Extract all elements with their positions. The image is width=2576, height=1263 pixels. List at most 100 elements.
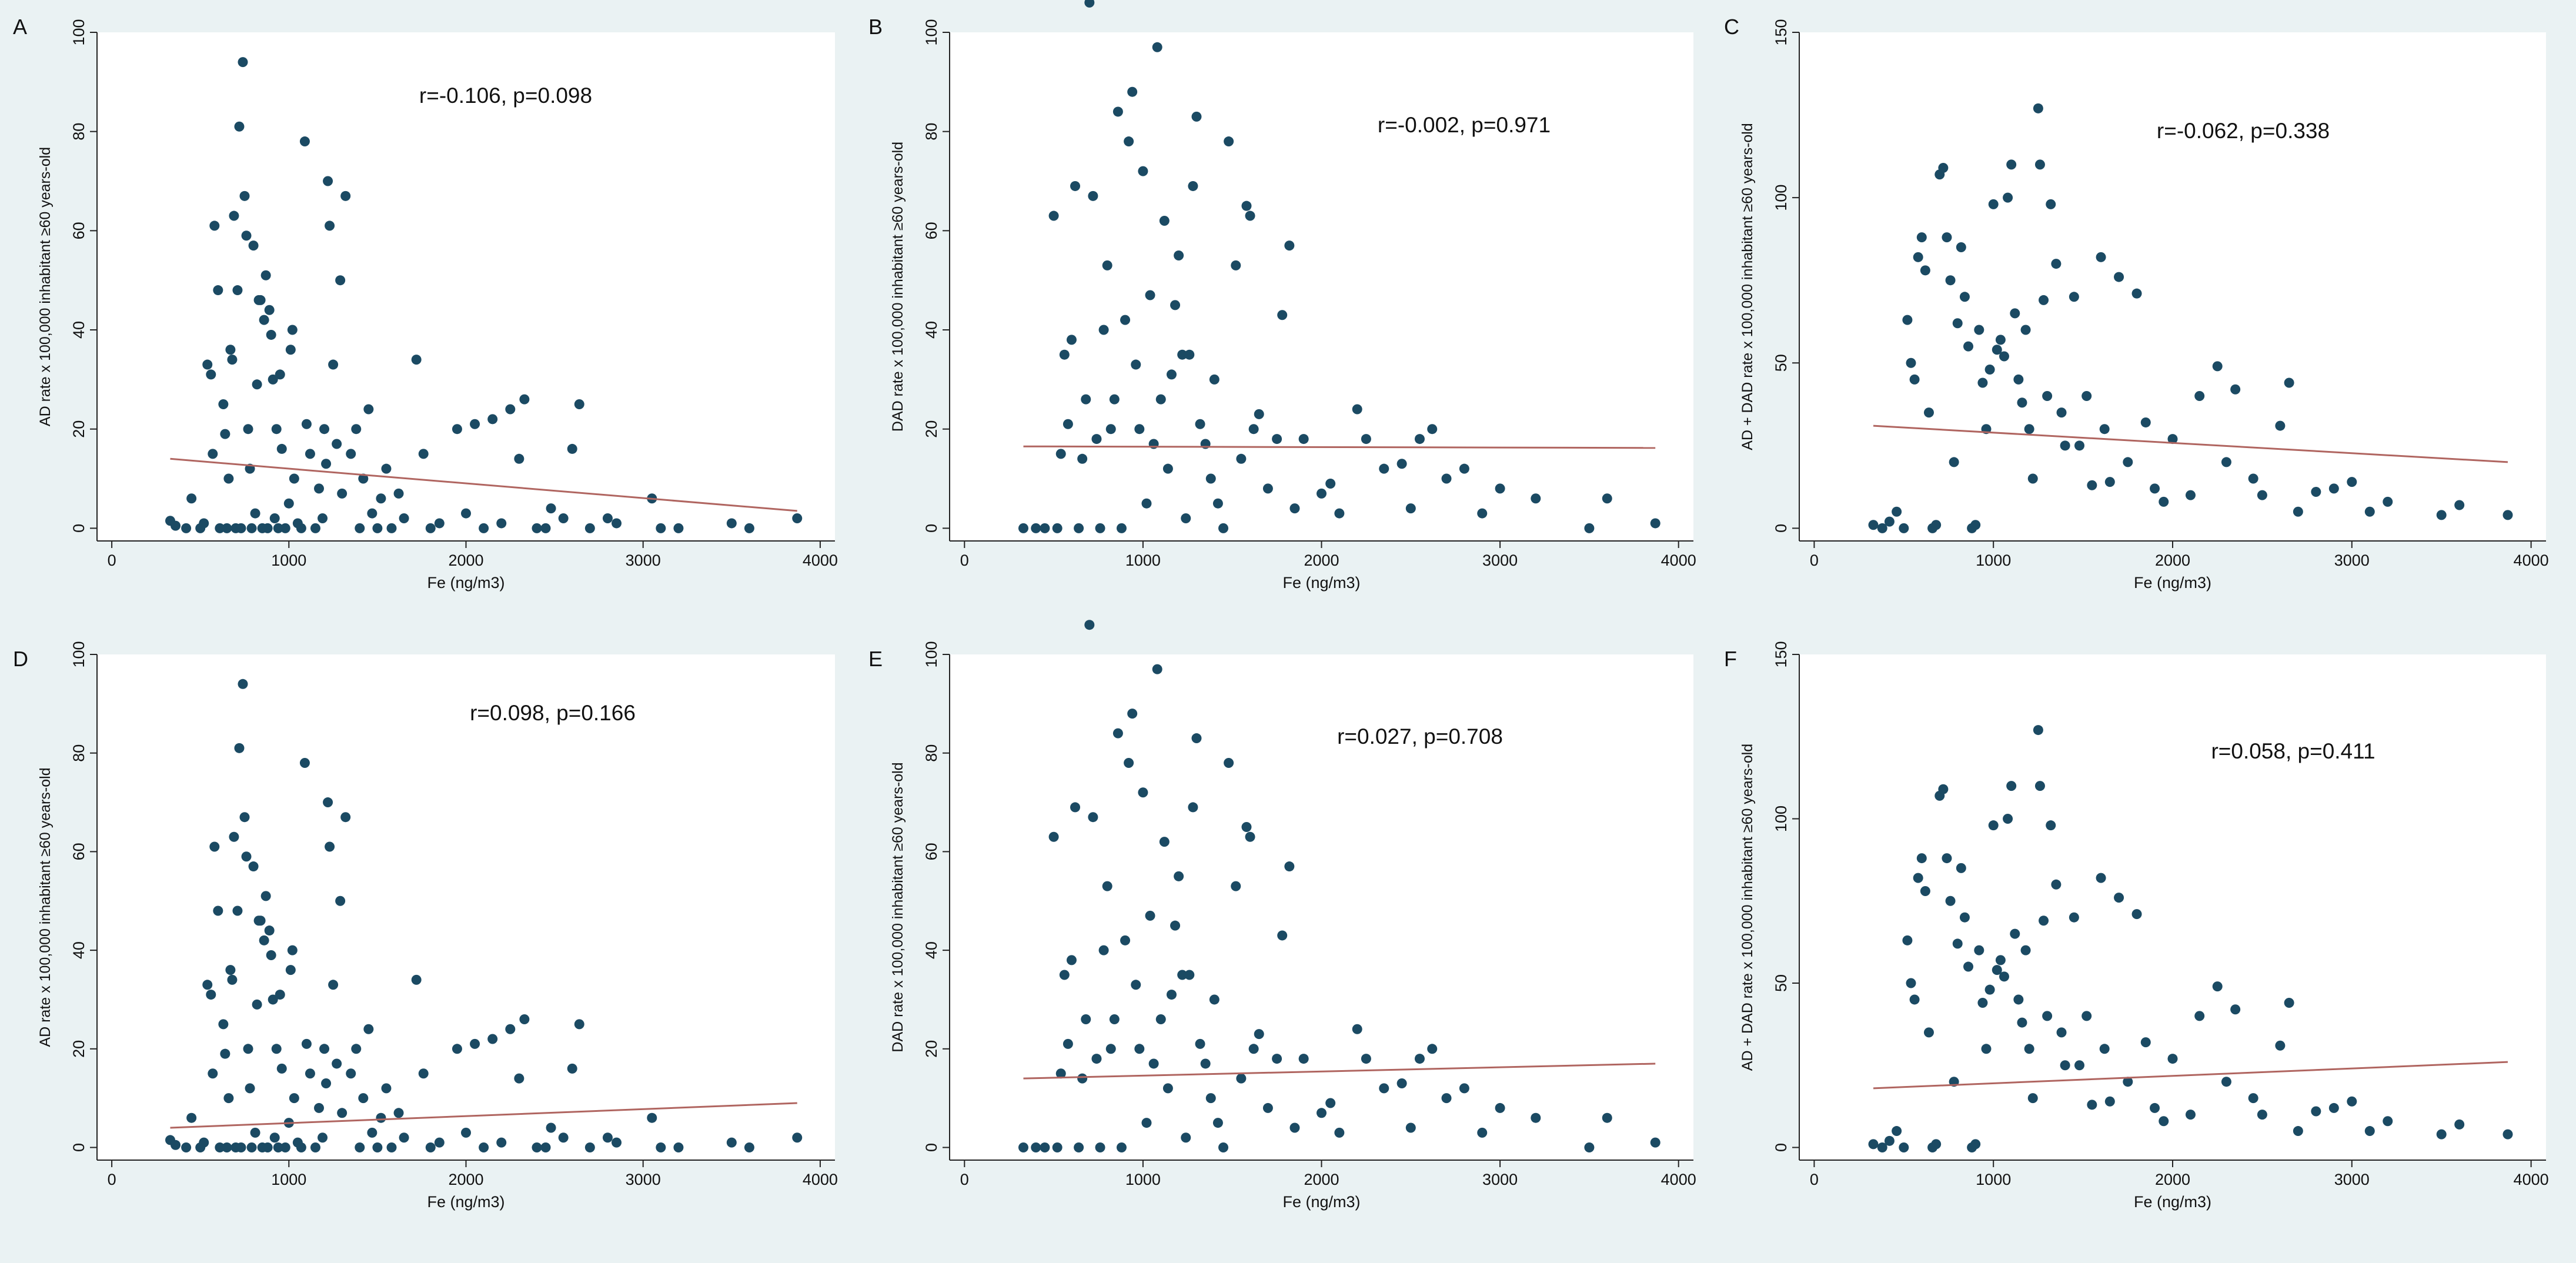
scatter-point	[2212, 981, 2223, 992]
y-tick-label: 60	[923, 843, 940, 860]
scatter-point	[268, 994, 278, 1005]
scatter-point	[2003, 192, 2013, 203]
scatter-point	[186, 1112, 197, 1123]
x-tick-label: 4000	[1661, 552, 1696, 569]
scatter-point	[1959, 292, 1970, 302]
scatter-point	[2033, 103, 2043, 113]
scatter-point	[305, 1068, 315, 1079]
scatter-point	[2096, 252, 2106, 262]
plot-area	[97, 32, 835, 541]
scatter-point	[1650, 1137, 1660, 1148]
scatter-point	[1245, 210, 1255, 221]
scatter-point	[1159, 837, 1170, 847]
y-axis-label: AD + DAD rate x 100,000 inhabitant ≥60 y…	[1739, 123, 1756, 450]
scatter-point	[276, 1063, 287, 1074]
scatter-point	[1155, 1014, 1166, 1024]
scatter-point	[1441, 1093, 1452, 1104]
scatter-point	[287, 945, 298, 955]
scatter-point	[229, 210, 239, 221]
scatter-point	[1495, 1102, 1505, 1113]
scatter-point	[1224, 757, 1234, 768]
x-tick-label: 0	[960, 552, 969, 569]
scatter-point	[792, 1132, 803, 1143]
scatter-point	[1920, 265, 1930, 276]
scatter-point	[275, 990, 285, 1000]
scatter-point	[1531, 1112, 1541, 1123]
x-tick-label: 3000	[1482, 1171, 1518, 1188]
scatter-point	[1098, 945, 1109, 955]
scatter-point	[1070, 802, 1081, 813]
scatter-point	[252, 999, 262, 1010]
scatter-point	[2074, 440, 2085, 451]
scatter-point	[1109, 1014, 1120, 1024]
fit-line	[1873, 1061, 2508, 1090]
scatter-point	[1977, 998, 1988, 1008]
scatter-point	[1195, 419, 1205, 429]
scatter-point	[1040, 523, 1050, 533]
scatter-point	[280, 1142, 290, 1152]
x-tick-label: 1000	[1976, 552, 2011, 569]
scatter-point	[332, 1058, 342, 1069]
scatter-point	[425, 1142, 436, 1152]
scatter-point	[532, 1142, 542, 1152]
scatter-point	[285, 965, 296, 975]
scatter-point	[1181, 1132, 1191, 1143]
scatter-point	[2060, 1060, 2070, 1071]
scatter-point	[266, 329, 276, 340]
scatter-point	[1174, 250, 1184, 261]
scatter-point	[1170, 920, 1181, 931]
scatter-point	[1334, 1127, 1345, 1138]
scatter-point	[206, 369, 216, 380]
scatter-point	[1988, 820, 1999, 831]
scatter-point	[1052, 1142, 1063, 1152]
correlation-annotation: r=-0.106, p=0.098	[419, 83, 592, 108]
scatter-point	[2042, 390, 2053, 401]
scatter-point	[232, 906, 243, 916]
scatter-point	[1184, 970, 1195, 980]
scatter-point	[222, 1142, 232, 1152]
y-tick-label: 0	[70, 1143, 88, 1152]
scatter-point	[1184, 349, 1195, 360]
scatter-point	[171, 520, 181, 531]
scatter-point	[1942, 232, 1952, 243]
scatter-point	[213, 906, 223, 916]
scatter-point	[2046, 820, 2056, 831]
scatter-point	[2010, 308, 2020, 319]
scatter-point	[268, 374, 278, 385]
scatter-point	[372, 1142, 383, 1152]
x-tick-label: 3000	[626, 552, 661, 569]
scatter-point	[340, 812, 351, 823]
scatter-point	[673, 523, 684, 533]
scatter-point	[1931, 520, 1942, 530]
scatter-point	[479, 1142, 489, 1152]
scatter-point	[2020, 325, 2031, 335]
scatter-point	[411, 974, 422, 985]
scatter-point	[574, 399, 584, 410]
y-axis-label: DAD rate x 100,000 inhabitant ≥60 years-…	[890, 762, 906, 1052]
scatter-point	[1095, 1142, 1105, 1152]
scatter-point	[1112, 106, 1123, 117]
scatter-point	[1145, 290, 1155, 300]
scatter-point	[411, 355, 422, 365]
scatter-point	[287, 325, 298, 335]
scatter-point	[2328, 1102, 2339, 1113]
scatter-point	[1477, 1127, 1488, 1138]
scatter-point	[656, 1142, 666, 1152]
scatter-point	[1177, 970, 1188, 980]
scatter-point	[1952, 318, 1963, 329]
scatter-point	[1218, 523, 1229, 533]
scatter-point	[2123, 1077, 2133, 1087]
scatter-point	[1963, 961, 1974, 972]
panel-letter: B	[868, 15, 883, 39]
scatter-point	[567, 443, 577, 454]
x-tick-label: 1000	[271, 552, 306, 569]
y-tick-label: 100	[70, 19, 88, 45]
scatter-point	[1055, 449, 1066, 459]
scatter-point	[2099, 424, 2110, 435]
scatter-point	[1066, 335, 1077, 345]
scatter-point	[1913, 252, 1923, 262]
scatter-point	[2017, 397, 2027, 408]
scatter-point	[199, 518, 209, 529]
